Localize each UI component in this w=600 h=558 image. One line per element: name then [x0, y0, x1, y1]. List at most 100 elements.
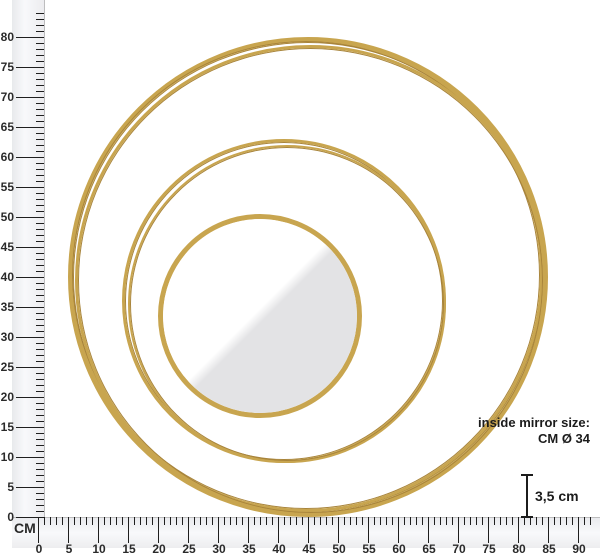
ruler-label: 60: [390, 543, 408, 555]
ruler-tick: [36, 499, 44, 500]
ruler-label: 30: [1, 331, 14, 343]
ruler-label: 65: [1, 121, 14, 133]
ruler-tick: [16, 127, 44, 128]
ruler-tick: [16, 97, 44, 98]
ruler-tick: [16, 517, 44, 518]
ruler-label: 45: [300, 543, 318, 555]
ruler-tick: [404, 517, 405, 525]
ruler-tick: [36, 289, 44, 290]
ruler-tick: [36, 103, 44, 104]
ruler-tick: [36, 115, 44, 116]
depth-indicator-line: [526, 475, 528, 517]
ruler-tick: [36, 139, 44, 140]
ruler-tick: [134, 517, 135, 525]
ruler-label: 90: [570, 543, 588, 555]
ruler-tick: [572, 517, 573, 525]
ruler-tick: [36, 331, 44, 332]
ruler-tick: [16, 487, 44, 488]
ruler-tick: [36, 109, 44, 110]
ruler-tick: [36, 433, 44, 434]
ruler-tick: [584, 517, 585, 525]
ruler-tick: [398, 517, 399, 543]
ruler-label: 25: [180, 543, 198, 555]
ruler-tick: [36, 493, 44, 494]
ruler-label: 0: [30, 543, 48, 555]
ruler-tick: [36, 445, 44, 446]
ruler-tick: [380, 517, 381, 525]
ruler-label: 15: [120, 543, 138, 555]
ruler-tick: [36, 439, 44, 440]
ruler-tick: [506, 517, 507, 525]
ruler-tick: [36, 133, 44, 134]
ruler-tick: [266, 517, 267, 525]
ruler-tick: [16, 427, 44, 428]
ruler-tick: [36, 349, 44, 350]
ruler-tick: [434, 517, 435, 525]
ruler-tick: [146, 517, 147, 525]
ruler-tick: [16, 307, 44, 308]
ruler-tick: [16, 337, 44, 338]
ruler-tick: [36, 223, 44, 224]
ruler-tick: [590, 517, 591, 525]
ruler-tick: [332, 517, 333, 525]
ruler-tick: [152, 517, 153, 525]
ruler-tick: [36, 85, 44, 86]
ruler-tick: [110, 517, 111, 525]
ruler-tick: [36, 295, 44, 296]
ruler-tick: [36, 505, 44, 506]
ruler-tick: [392, 517, 393, 525]
ruler-tick: [36, 163, 44, 164]
ruler-tick: [36, 145, 44, 146]
ruler-tick: [36, 211, 44, 212]
ruler-tick: [56, 517, 57, 525]
ruler-tick: [38, 517, 39, 543]
ruler-tick: [200, 517, 201, 525]
ruler-tick: [36, 121, 44, 122]
ruler-tick: [188, 517, 189, 543]
ruler-tick: [542, 517, 543, 525]
ruler-tick: [428, 517, 429, 543]
ruler-tick: [548, 517, 549, 543]
ruler-tick: [254, 517, 255, 525]
ruler-tick: [36, 271, 44, 272]
ruler-tick: [80, 517, 81, 525]
ruler-tick: [36, 175, 44, 176]
ruler-tick: [476, 517, 477, 525]
ruler-tick: [182, 517, 183, 525]
ruler-label: 55: [360, 543, 378, 555]
ruler-tick: [50, 517, 51, 525]
ruler-label: 80: [510, 543, 528, 555]
ruler-label: 5: [60, 543, 78, 555]
ruler-tick: [36, 19, 44, 20]
ruler-tick: [302, 517, 303, 525]
ruler-tick: [140, 517, 141, 525]
ruler-tick: [536, 517, 537, 525]
ruler-label: 45: [1, 241, 14, 253]
ruler-tick: [308, 517, 309, 543]
ruler-tick: [36, 475, 44, 476]
ruler-tick: [36, 511, 44, 512]
ruler-tick: [36, 73, 44, 74]
ruler-tick: [36, 253, 44, 254]
ruler-tick: [36, 421, 44, 422]
ruler-tick: [488, 517, 489, 543]
ruler-tick: [422, 517, 423, 525]
ruler-tick: [212, 517, 213, 525]
ruler-tick: [36, 61, 44, 62]
ruler-tick: [494, 517, 495, 525]
ruler-tick: [368, 517, 369, 543]
ruler-tick: [482, 517, 483, 525]
ruler-tick: [344, 517, 345, 525]
ruler-tick: [36, 409, 44, 410]
mirror-note-line2: CM Ø 34: [478, 431, 590, 447]
ruler-tick: [36, 193, 44, 194]
ruler-tick: [164, 517, 165, 525]
ruler-tick: [36, 259, 44, 260]
ruler-tick: [98, 517, 99, 543]
ruler-tick: [446, 517, 447, 525]
ruler-tick: [350, 517, 351, 525]
ruler-tick: [36, 373, 44, 374]
ruler-tick: [218, 517, 219, 543]
ruler-tick: [524, 517, 525, 525]
ruler-label: 85: [540, 543, 558, 555]
